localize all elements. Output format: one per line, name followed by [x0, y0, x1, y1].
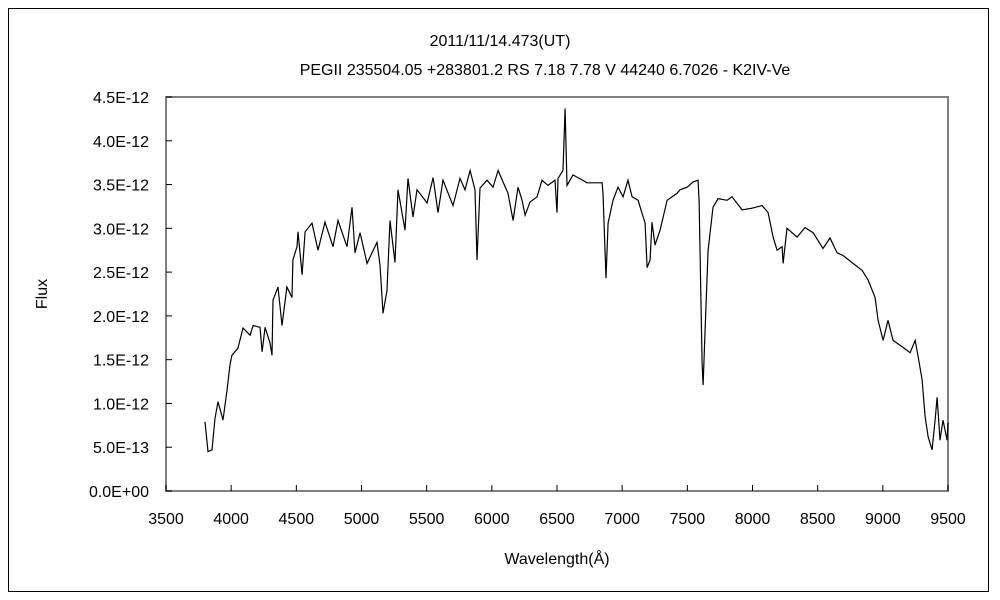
y-tick-label: 1.5E-12	[93, 353, 149, 370]
x-tick-label: 3500	[148, 511, 184, 528]
x-tick-label: 9500	[930, 511, 966, 528]
y-tick-label: 4.0E-12	[93, 134, 149, 151]
y-tick-label: 3.5E-12	[93, 178, 149, 195]
x-tick-label: 5000	[344, 511, 380, 528]
x-tick-label: 7000	[604, 511, 640, 528]
y-tick-label: 2.5E-12	[93, 265, 149, 282]
chart-subtitle: PEGII 235504.05 +283801.2 RS 7.18 7.78 V…	[300, 62, 791, 79]
spectrum-line	[204, 108, 949, 453]
y-tick-label: 5.0E-13	[93, 440, 149, 457]
y-tick-label: 3.0E-12	[93, 221, 149, 238]
y-tick-label: 4.5E-12	[93, 90, 149, 107]
x-tick-label: 7500	[670, 511, 706, 528]
x-tick-label: 9000	[865, 511, 901, 528]
x-axis: 3500 4000 4500 5000 5500 6000 6500 7000 7500 8000…	[148, 485, 966, 528]
x-tick-label: 4500	[279, 511, 315, 528]
chart-title: 2011/11/14.473(UT)	[430, 33, 571, 50]
y-axis-label: Flux	[34, 279, 51, 309]
y-tick-label: 0.0E+00	[89, 484, 149, 501]
x-axis-label: Wavelength(Å)	[504, 549, 609, 568]
x-tick-label: 5500	[409, 511, 445, 528]
y-tick-label: 2.0E-12	[93, 309, 149, 326]
chart-frame	[8, 8, 989, 592]
x-tick-label: 6500	[539, 511, 575, 528]
x-tick-label: 8500	[800, 511, 836, 528]
y-axis: 0.0E+00 5.0E-13 1.0E-12 1.5E-12 2.0E-12 2.5E-…	[89, 90, 172, 501]
plot-area	[165, 96, 949, 492]
x-tick-label: 4000	[213, 511, 249, 528]
y-tick-label: 1.0E-12	[93, 396, 149, 413]
x-tick-label: 8000	[735, 511, 771, 528]
x-tick-label: 6000	[474, 511, 510, 528]
